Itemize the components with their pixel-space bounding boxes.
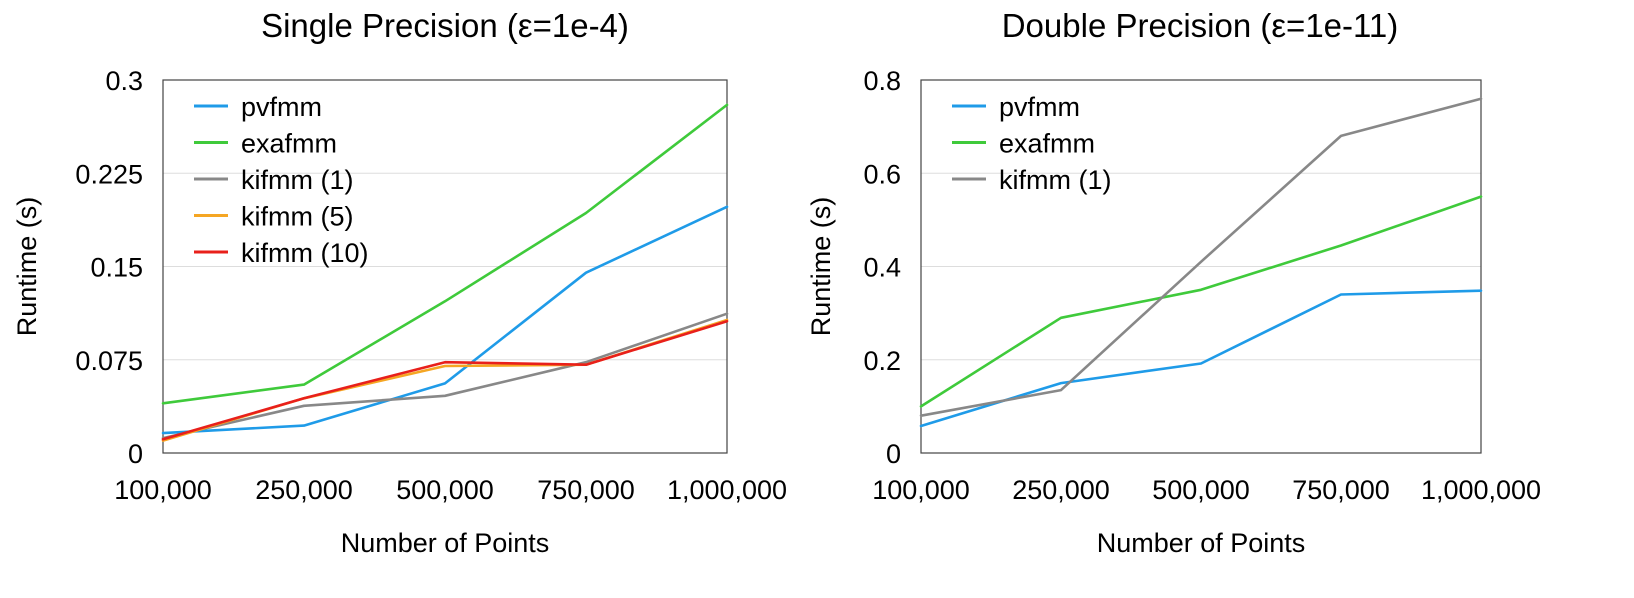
- series-line-kifmm-1: [161, 312, 729, 440]
- series-line-pvfmm: [919, 289, 1483, 428]
- x-tick-label: 100,000: [872, 475, 970, 505]
- x-axis-label: Number of Points: [341, 528, 550, 558]
- legend-label: kifmm (10): [241, 238, 369, 268]
- x-tick-label: 100,000: [114, 475, 212, 505]
- chart-1: Single Precision (ε=1e-4) 0 0.075 0.15 0.225…: [12, 7, 787, 558]
- legend-label: pvfmm: [999, 92, 1080, 122]
- y-tick-label: 0.225: [75, 159, 143, 189]
- x-tick-label: 250,000: [1012, 475, 1110, 505]
- y-tick-label: 0.8: [863, 66, 901, 96]
- series-line-exafmm: [919, 195, 1483, 408]
- series-line-kifmm-1: [919, 97, 1483, 418]
- series-line-pvfmm: [161, 205, 729, 435]
- y-tick-label: 0.6: [863, 159, 901, 189]
- x-tick-label: 500,000: [1152, 475, 1250, 505]
- x-tick-label: 1,000,000: [1421, 475, 1541, 505]
- legend-label: exafmm: [241, 129, 337, 159]
- plot-area: [920, 79, 1482, 454]
- legend-label: kifmm (5): [241, 202, 353, 232]
- x-axis-label: Number of Points: [1097, 528, 1306, 558]
- chart-title: Double Precision (ε=1e-11): [1002, 7, 1399, 44]
- y-tick-label: 0.075: [75, 346, 143, 376]
- y-tick-label: 0: [128, 439, 143, 469]
- y-tick-label: 0.2: [863, 346, 901, 376]
- y-axis-label: Runtime (s): [806, 197, 836, 337]
- plot-area: [162, 79, 728, 454]
- y-tick-label: 0: [886, 439, 901, 469]
- legend-label: exafmm: [999, 129, 1095, 159]
- y-tick-label: 0.3: [105, 66, 143, 96]
- legend: pvfmm exafmm kifmm (1) kifmm (5) kifmm (10): [194, 92, 369, 268]
- x-tick-label: 750,000: [1292, 475, 1390, 505]
- series-line-kifmm-5: [161, 318, 729, 442]
- x-tick-label: 750,000: [537, 475, 635, 505]
- chart-title: Single Precision (ε=1e-4): [261, 7, 629, 44]
- chart-2: Double Precision (ε=1e-11) 0 0.2 0.4 0.6 0.8 1…: [806, 7, 1541, 558]
- y-axis-label: Runtime (s): [12, 197, 42, 337]
- legend-label: kifmm (1): [241, 165, 353, 195]
- legend-label: pvfmm: [241, 92, 322, 122]
- x-tick-label: 1,000,000: [667, 475, 787, 505]
- x-tick-label: 500,000: [396, 475, 494, 505]
- legend-label: kifmm (1): [999, 165, 1111, 195]
- series-line-exafmm: [161, 103, 729, 405]
- series-line-kifmm-10: [161, 319, 729, 441]
- x-tick-label: 250,000: [255, 475, 353, 505]
- y-tick-label: 0.15: [90, 253, 143, 283]
- y-tick-label: 0.4: [863, 253, 901, 283]
- legend: pvfmm exafmm kifmm (1): [952, 92, 1111, 195]
